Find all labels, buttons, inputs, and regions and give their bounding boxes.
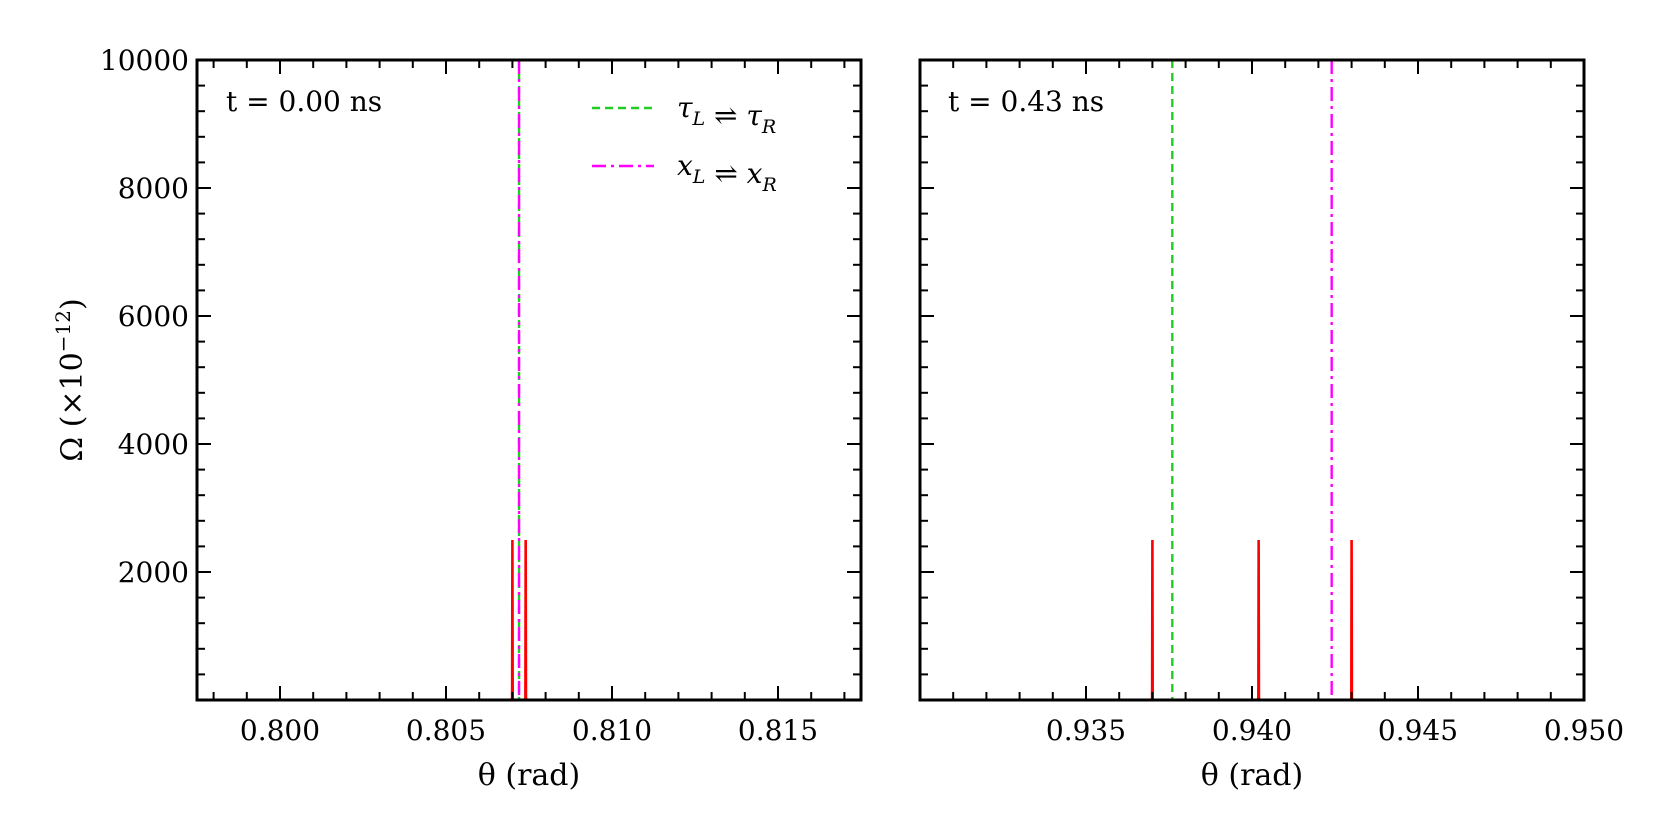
right-x-tick-label: 0.945 (1378, 714, 1458, 747)
left-plot-frame (195, 58, 863, 702)
left-x-tick-label: 0.800 (240, 714, 320, 747)
right-ticks: 0.935 0.940 0.945 0.950 (919, 59, 1624, 747)
right-plot-area (920, 60, 1584, 700)
right-x-tick-label: 0.935 (1046, 714, 1126, 747)
left-time-annotation: t = 0.00 ns (226, 85, 382, 118)
y-tick-label: 6000 (118, 300, 189, 333)
y-axis-label-exponent: −12 (51, 310, 75, 352)
y-tick-label: 10000 (100, 44, 189, 77)
right-omega-curve (920, 539, 1584, 700)
left-plot-area (197, 60, 861, 700)
legend: τL ⇌ τR xL ⇌ xR (592, 91, 777, 196)
left-x-tick-label: 0.810 (572, 714, 652, 747)
legend-label-x: xL ⇌ xR (677, 149, 777, 196)
right-time-annotation: t = 0.43 ns (948, 85, 1104, 118)
right-x-tick-label: 0.940 (1212, 714, 1292, 747)
svg-text:Ω (×10−12): Ω (×10−12) (51, 298, 90, 461)
legend-label-tau: τL ⇌ τR (677, 91, 776, 138)
y-tick-label: 2000 (118, 556, 189, 589)
y-axis-label-close: ) (55, 298, 90, 310)
left-omega-curve (197, 539, 861, 700)
left-ticks: 0.800 0.805 0.810 0.815 2000 4000 6000 8000 1000… (100, 44, 861, 747)
left-panel: 0.800 0.805 0.810 0.815 2000 4000 6000 8000 1000… (51, 44, 863, 793)
y-tick-label: 8000 (118, 172, 189, 205)
right-x-tick-label: 0.950 (1544, 714, 1624, 747)
left-x-tick-label: 0.815 (738, 714, 818, 747)
y-axis-label: Ω (×10−12) (51, 298, 90, 461)
left-x-axis-label: θ (rad) (478, 758, 580, 793)
right-panel: 0.935 0.940 0.945 0.950 t = 0.43 ns θ (rad) (918, 58, 1624, 793)
right-plot-frame (918, 58, 1586, 702)
y-tick-label: 4000 (118, 428, 189, 461)
right-x-axis-label: θ (rad) (1201, 758, 1303, 793)
y-axis-label-main: Ω (×10 (55, 352, 90, 461)
left-x-tick-label: 0.805 (406, 714, 486, 747)
